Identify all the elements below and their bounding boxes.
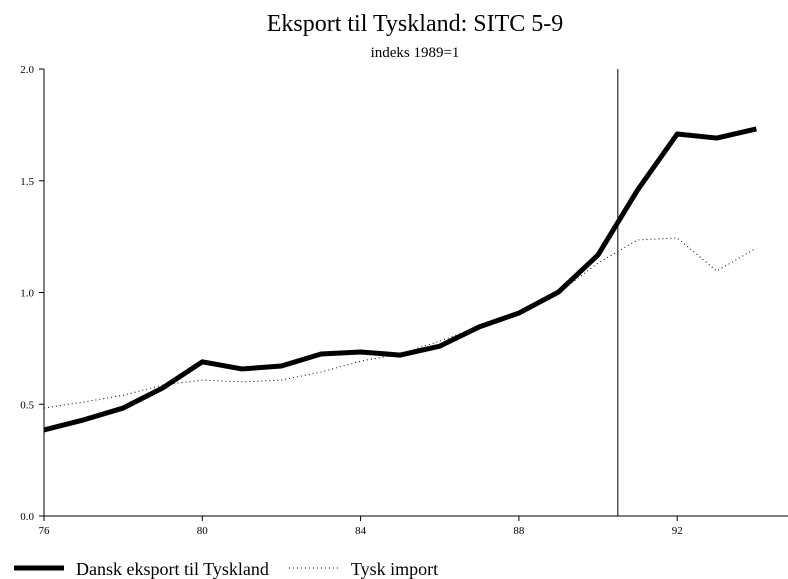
x-tick-label: 88 [513,525,525,537]
chart-subtitle: indeks 1989=1 [371,45,460,61]
series-line [43,237,757,409]
chart-title: Eksport til Tyskland: SITC 5-9 [267,11,564,37]
x-tick-label: 84 [355,525,367,537]
series-line [43,126,757,433]
legend-label: Tysk import [351,559,438,579]
y-tick-label: 1.5 [20,176,34,188]
x-tick-label: 92 [672,525,683,537]
y-tick-label: 2.0 [20,64,34,76]
x-tick-label: 76 [39,525,51,537]
y-tick-label: 0.5 [20,399,34,411]
y-tick-label: 0.0 [20,511,34,523]
x-tick-label: 80 [197,525,209,537]
legend-label: Dansk eksport til Tyskland [76,559,269,579]
y-tick-label: 1.0 [20,288,34,300]
